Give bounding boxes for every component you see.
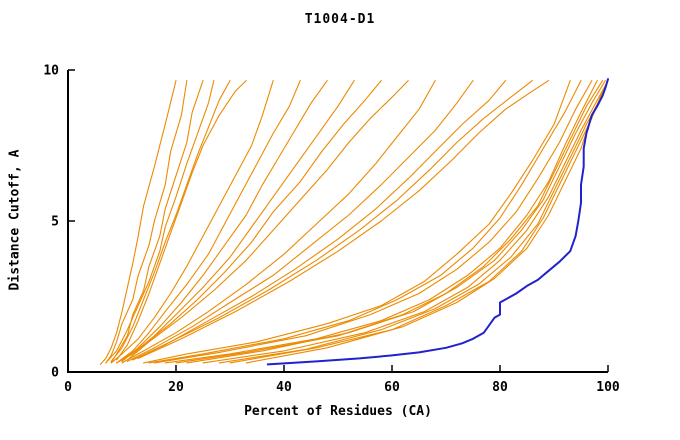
x-tick-label: 20 [168,380,184,395]
model-curve [121,80,328,362]
y-tick-label: 5 [51,215,59,230]
model-curve [164,80,598,364]
highlighted-model-curve [266,78,609,366]
y-tick-label: 0 [51,366,59,381]
x-axis-label: Percent of Residues (CA) [244,404,432,419]
model-curve [99,80,177,365]
x-tick-label: 80 [492,380,508,395]
axes [67,70,608,373]
model-curve [116,80,247,361]
model-curve [121,80,436,364]
model-curve [121,80,382,361]
model-curve [229,80,609,364]
x-tick-label: 60 [384,380,400,395]
model-curve [143,80,571,364]
x-tick-label: 0 [64,380,72,395]
model-curve [126,80,409,361]
model-curve [132,80,506,361]
model-curve [110,80,204,364]
model-curve [105,80,188,364]
model-curve [132,80,533,361]
model-curve [116,80,301,364]
model-curve [126,80,474,362]
model-curve [153,80,593,364]
model-curve [186,80,606,364]
model-curve [110,80,274,364]
x-tick-label: 100 [596,380,620,395]
model-curve [202,80,609,364]
chart-title: T1004-D1 [304,12,376,27]
model-curve [110,80,231,362]
model-curve [137,80,550,359]
model-curve [148,80,582,364]
x-tick-label: 40 [276,380,292,395]
y-tick-label: 10 [43,64,59,79]
model-curve [105,80,215,364]
model-curve [245,80,609,364]
model-curve [218,80,609,364]
